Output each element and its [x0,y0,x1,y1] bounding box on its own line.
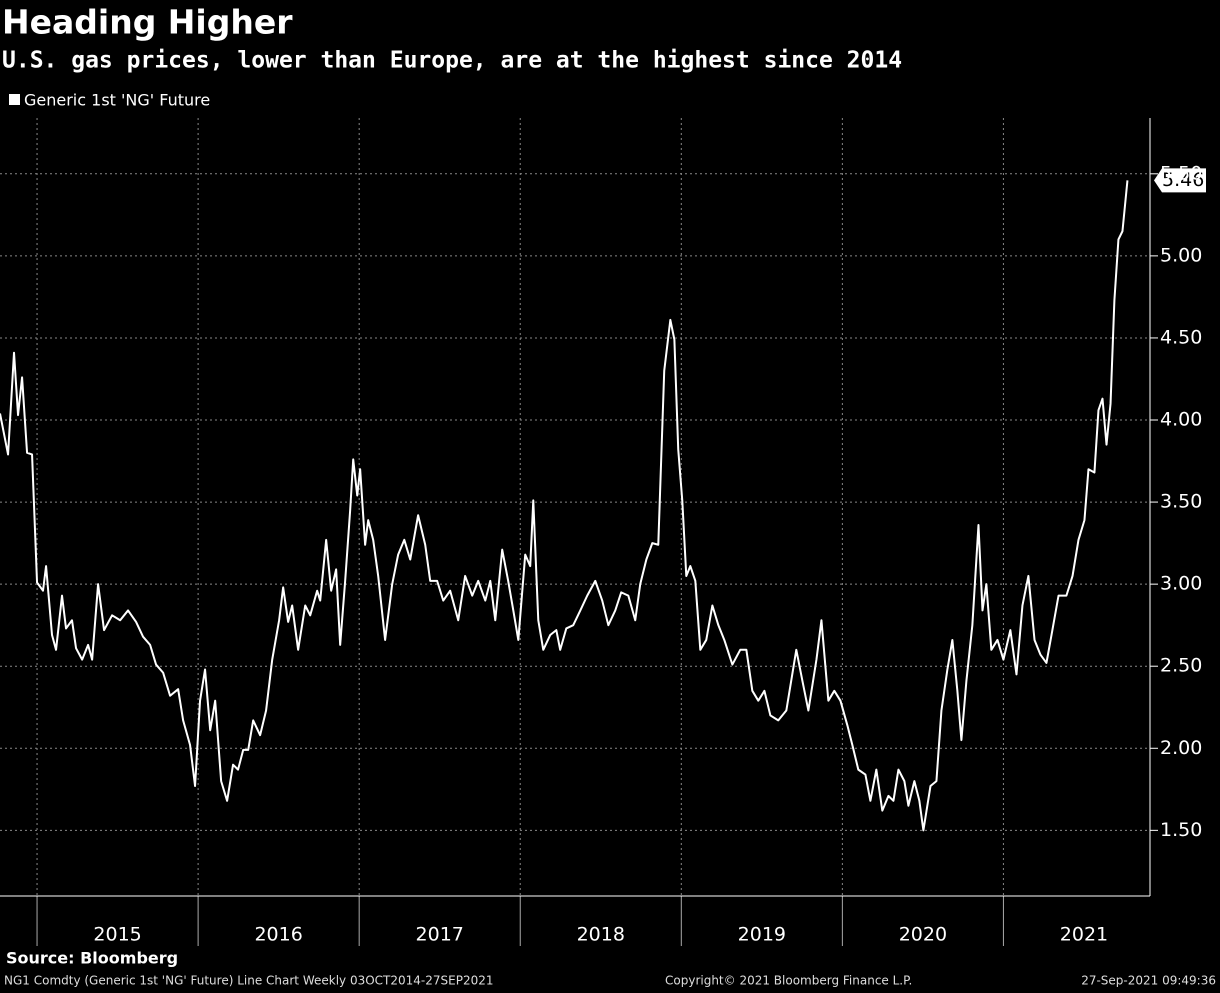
x-tick-label: 2015 [93,924,141,946]
last-value-tag [1154,168,1206,193]
y-tick-label: 4.50 [1160,326,1202,348]
source: Source: Bloomberg [6,949,178,968]
x-tick-label: 2019 [738,924,786,946]
y-tick-label: 4.00 [1160,409,1202,431]
footer-center: Copyright© 2021 Bloomberg Finance L.P. [665,974,912,988]
footer-left: NG1 Comdty (Generic 1st 'NG' Future) Lin… [4,974,494,988]
y-tick-label: 2.50 [1160,655,1202,677]
legend-swatch [9,94,20,105]
plot: 5.46 [0,168,1206,832]
y-tick-label: 1.50 [1160,819,1202,841]
y-tick-label: 3.00 [1160,573,1202,595]
y-tick-label: 3.50 [1160,491,1202,513]
chart-subtitle: U.S. gas prices, lower than Europe, are … [2,48,902,74]
line [0,180,1129,832]
legend-label: Generic 1st 'NG' Future [24,91,210,110]
y-tick-label: 5.00 [1160,244,1202,266]
x-tick-label: 2017 [416,924,464,946]
grid [0,118,1158,946]
x-tick-label: 2016 [254,924,302,946]
y-tick-label: 5.50 [1160,162,1202,184]
chart-title: Heading Higher [2,3,293,42]
y-tick-label: 2.00 [1160,737,1202,759]
last-value-label: 5.46 [1162,169,1204,191]
x-tick-label: 2018 [577,924,625,946]
x-tick-label: 2021 [1060,924,1108,946]
footer-right: 27-Sep-2021 09:49:36 [1081,974,1216,988]
x-tick-label: 2020 [899,924,947,946]
